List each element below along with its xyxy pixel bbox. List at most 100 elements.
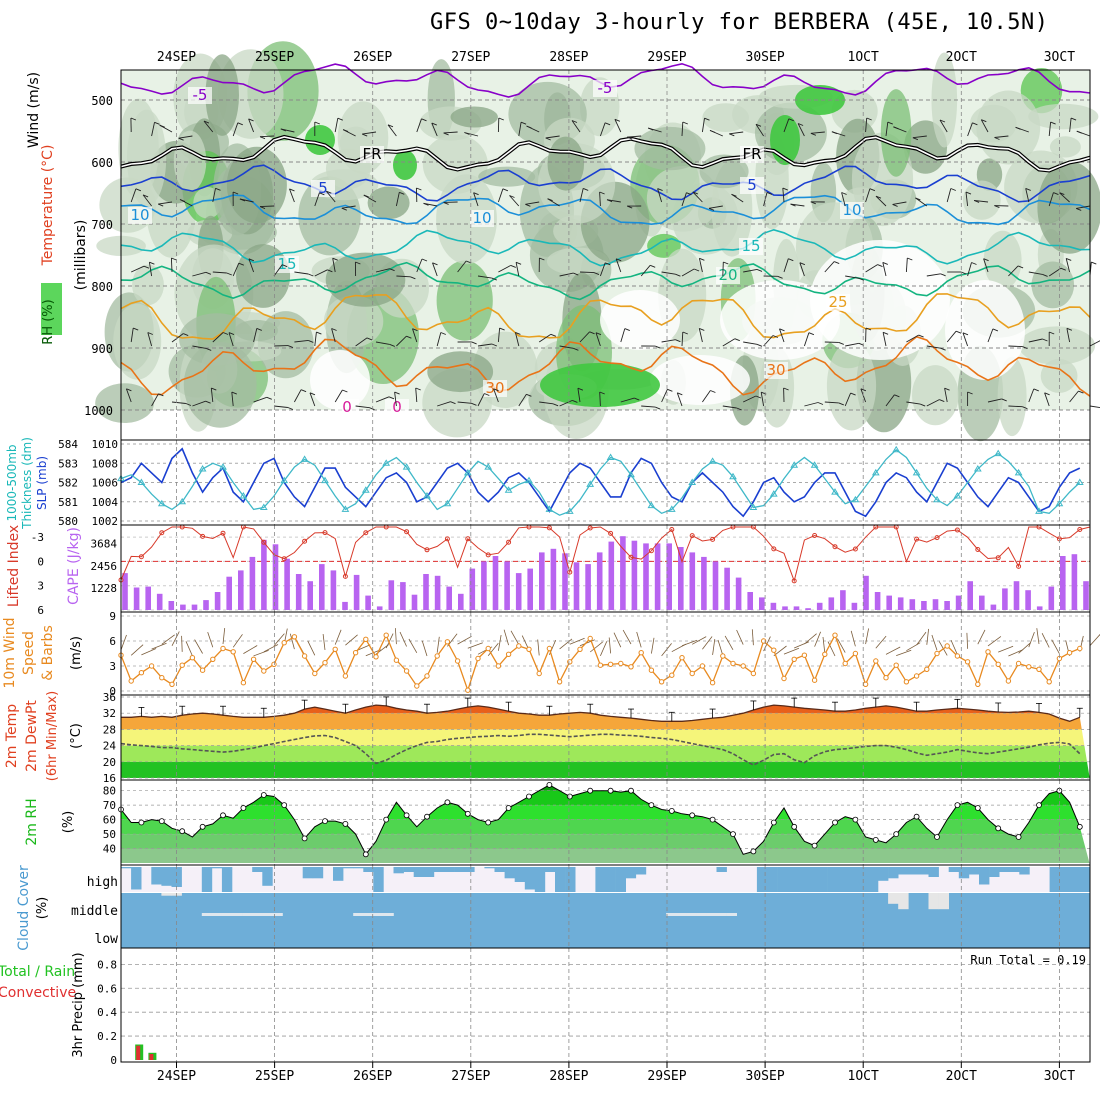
wind-barb-flag <box>337 117 343 121</box>
wind10-speed-marker <box>393 657 400 663</box>
cloud-high-bar <box>464 867 475 872</box>
thickness-marker <box>239 492 248 499</box>
cape-bar <box>458 593 464 610</box>
precip-tick-label: 0 <box>110 1054 117 1067</box>
wind-barb-flag <box>130 117 137 121</box>
lifted-index-marker <box>689 533 695 539</box>
wind10-tick-label: 3 <box>109 660 116 673</box>
wind-barb-staff <box>231 392 234 407</box>
wind10-barb <box>865 628 869 645</box>
wind-barb-staff <box>692 191 703 203</box>
wind10-speed-marker <box>924 666 930 672</box>
cloud-middle-thin <box>686 913 697 916</box>
wind-barb-flag <box>231 391 237 395</box>
cloud-high-bar <box>534 867 546 892</box>
contour-label: -5 <box>193 86 208 104</box>
contour-label: 10 <box>472 209 491 227</box>
cloud-high-bar <box>221 867 233 892</box>
cape-bar <box>1036 606 1043 610</box>
wind-barb-staff <box>915 197 928 207</box>
wind-barb-staff <box>228 332 234 347</box>
wind-barb-staff <box>148 262 153 277</box>
wind10-barb <box>421 640 428 657</box>
wind10-barb <box>510 630 520 645</box>
wind-barb-flag <box>783 387 789 391</box>
wind-barb-staff <box>681 331 684 347</box>
wind10-speed-marker <box>546 645 553 652</box>
wind-barb-staff <box>614 119 622 133</box>
wind10-tick-label: 9 <box>109 610 116 623</box>
cape-bar <box>874 592 881 610</box>
wind-barb-staff <box>810 131 825 134</box>
cloud-high-bar <box>544 867 556 872</box>
wind-barb-staff <box>334 389 343 403</box>
rh-contour-blob <box>702 103 749 132</box>
wind-barb-staff <box>661 339 676 343</box>
wind-barb-flag <box>779 328 785 332</box>
wind-barb-staff <box>259 205 275 208</box>
wind10-speed-marker <box>179 662 185 668</box>
cloud-high-bar <box>595 867 606 892</box>
wind-barb-staff <box>743 395 757 403</box>
lifted-index-marker <box>1077 527 1083 532</box>
cape-bar <box>1060 556 1066 610</box>
wind-barb-staff <box>845 275 860 279</box>
wind-barb-flag <box>552 403 559 407</box>
wind-barb-flag <box>939 399 945 403</box>
contour-label-bg <box>764 362 788 379</box>
wind-barb-flag <box>723 261 729 265</box>
cloud-unit-label: (%) <box>35 897 50 920</box>
cape-bar <box>678 547 684 610</box>
wind10-barb <box>896 649 912 656</box>
thickness-marker <box>586 480 595 487</box>
cloud-middle-thin <box>373 913 384 916</box>
wind-barb-flag <box>772 335 779 338</box>
wind10-speed-marker <box>944 643 950 649</box>
rh-2m-marker <box>1015 834 1022 840</box>
wind-barb-staff <box>803 332 810 347</box>
wind-barb-staff <box>615 258 622 273</box>
rh-contour-blob <box>132 264 164 306</box>
wind-barb-staff <box>885 394 895 407</box>
wind-barb-staff <box>1048 122 1052 137</box>
cape-tick-label: 3684 <box>91 538 118 551</box>
wind10-barb <box>926 628 929 645</box>
thickness-marker <box>178 497 187 505</box>
wind10-speed-marker <box>709 680 716 686</box>
cloud-middle-thin <box>696 913 707 916</box>
wind-barb-flag <box>729 133 735 137</box>
wind-barb-staff <box>331 328 336 343</box>
wind-barb-staff <box>885 122 889 137</box>
rh-2m-marker <box>220 812 226 819</box>
cape-bar <box>145 586 151 610</box>
cape-bar <box>550 548 557 610</box>
wind-barb-flag <box>205 400 211 404</box>
cloud-high-bar <box>817 867 828 892</box>
thickness-line <box>120 448 1081 516</box>
wind-barb-flag <box>983 258 989 262</box>
wind10-barb <box>345 634 358 646</box>
rh-moist-region <box>540 363 660 407</box>
cape-bar <box>411 594 418 610</box>
lifted-index-marker <box>322 530 328 536</box>
thickness-marker <box>484 463 493 470</box>
wind10-speed-marker <box>913 673 920 679</box>
wind-barb-flag <box>838 341 844 345</box>
wind10-barb <box>1008 649 1024 657</box>
wind-barb-staff <box>325 190 336 203</box>
wind10-speed-marker <box>628 664 634 670</box>
wind-barb-flag <box>133 327 139 331</box>
lifted-index-marker <box>444 536 450 542</box>
wind-barb-staff <box>518 122 522 137</box>
wind10-speed-marker <box>281 640 287 646</box>
lifted-index-marker <box>669 527 675 532</box>
wind10-speed-marker <box>556 679 563 685</box>
wind-barb-staff <box>431 122 438 137</box>
thickness-marker <box>667 505 676 512</box>
wind10-speed-marker <box>363 636 369 642</box>
wind-barb-flag <box>1022 346 1028 350</box>
wind-barb-staff <box>559 399 573 407</box>
wind-barb-staff <box>1089 405 1100 409</box>
thickness-tick-label: 581 <box>58 496 78 509</box>
